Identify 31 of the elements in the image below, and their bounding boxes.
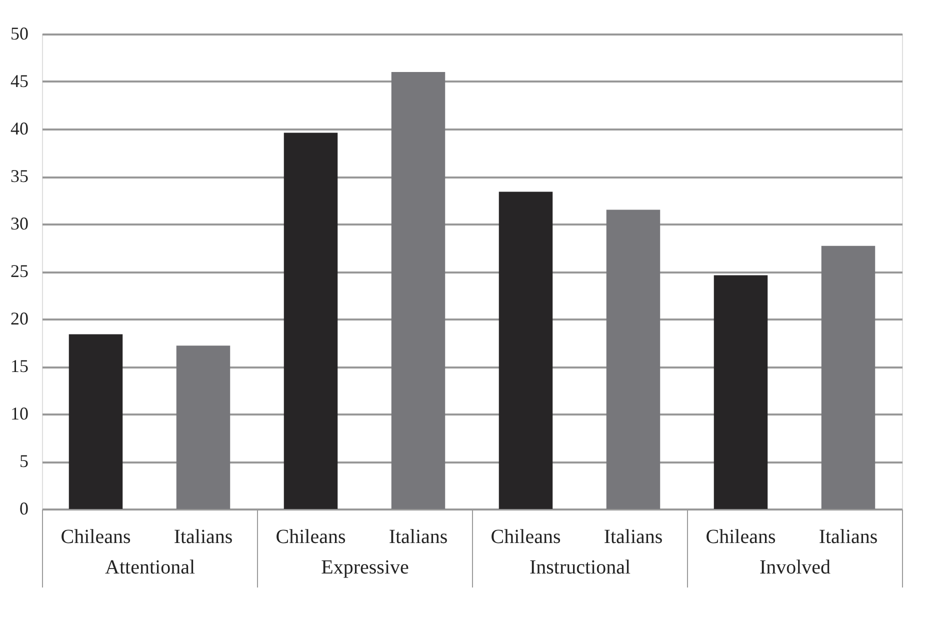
- x-tick-label: Instructional: [529, 556, 631, 578]
- y-tick-label: 30: [10, 214, 28, 234]
- bar: [284, 132, 338, 509]
- bar: [68, 334, 123, 509]
- bar: [176, 346, 230, 509]
- bar: [714, 275, 768, 509]
- x-tick-label: Attentional: [105, 556, 196, 578]
- text: Chileans: [276, 526, 346, 548]
- text: Chileans: [706, 526, 776, 548]
- text: Italians: [388, 526, 448, 548]
- y-tick-label: 15: [10, 356, 28, 376]
- bar: [391, 72, 446, 509]
- y-tick-label: 5: [20, 451, 28, 471]
- series-label: Chileans: [60, 526, 131, 548]
- bar: [606, 210, 660, 509]
- bar: [821, 246, 876, 509]
- y-tick-label: 20: [10, 308, 28, 328]
- text: Italians: [818, 526, 878, 548]
- y-tick-label: 0: [20, 498, 28, 518]
- x-tick-label: Expressive: [321, 556, 409, 578]
- y-tick-label: 25: [10, 261, 28, 281]
- text: Chileans: [490, 526, 561, 548]
- y-tick-label: 40: [10, 118, 28, 138]
- text: Italians: [174, 526, 233, 548]
- y-tick-label: 45: [10, 71, 28, 91]
- series-label: Italians: [604, 526, 663, 548]
- y-tick-label: 10: [10, 404, 28, 424]
- y-tick-label: 35: [10, 166, 28, 186]
- bar: [498, 192, 553, 509]
- y-tick-label: 50: [10, 24, 28, 44]
- x-tick-label: Involved: [759, 556, 831, 578]
